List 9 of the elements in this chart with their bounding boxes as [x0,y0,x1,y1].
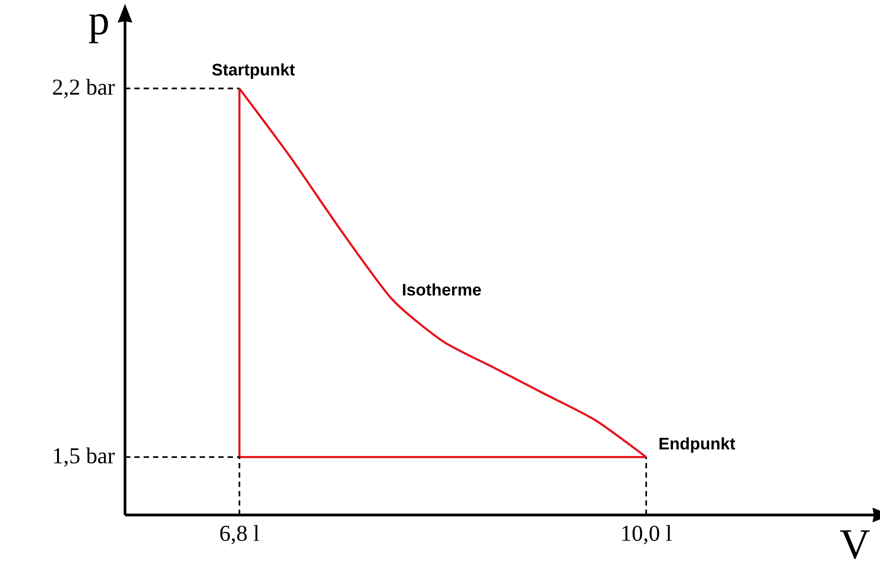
y-axis-title: p [88,14,108,44]
y-tick-label: 1,5 bar [54,447,115,467]
x-tick-label: 6,8 l [220,525,260,544]
y-tick-label: 2,2 bar [53,78,115,98]
x-axis-title: V [840,530,870,559]
annotation: Endpunkt [660,437,736,453]
annotation: Startpunkt [212,63,295,79]
annotation: Isotherme [402,283,481,296]
x-tick-label: 10,0 l [622,525,672,544]
